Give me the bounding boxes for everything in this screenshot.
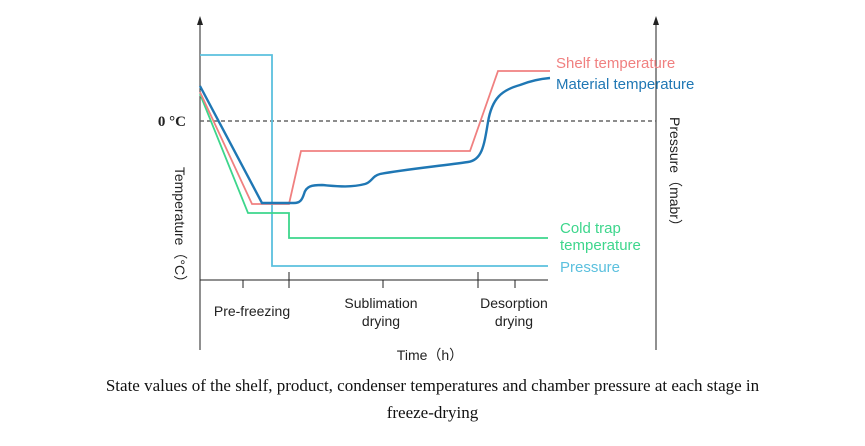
material-temperature-line — [198, 76, 551, 205]
series-label-material-temperature: Material temperature — [556, 76, 694, 93]
cold-trap-temperature-line — [199, 93, 548, 239]
series-label-shelf-temperature: Shelf temperature — [556, 55, 675, 72]
stage-label-pre-freezing: Pre-freezing — [214, 303, 290, 319]
series-label-cold-trap-temperature-1: Cold trap — [560, 220, 621, 237]
series-label-cold-trap-temperature-2: temperature — [560, 237, 641, 254]
y2-axis-label: Pressure（mabr） — [667, 117, 683, 233]
x-axis-label: Time（h） — [397, 347, 463, 363]
stage-label-desorption-1: Desorption — [480, 295, 548, 311]
caption-line-2: freeze-drying — [386, 403, 479, 422]
stage-label-sublimation-2: drying — [362, 313, 400, 329]
caption-line-1: State values of the shelf, product, cond… — [105, 376, 760, 395]
left-axis-arrow — [197, 16, 203, 25]
stage-label-desorption-2: drying — [495, 313, 533, 329]
shelf-temperature-line — [199, 70, 550, 205]
zero-degree-label: 0 °C — [158, 114, 186, 130]
freeze-drying-chart: 0 °C Shelf temperature Material temperat… — [158, 16, 694, 363]
figure-caption: State values of the shelf, product, cond… — [0, 372, 865, 426]
stage-label-sublimation-1: Sublimation — [344, 295, 417, 311]
series-label-pressure: Pressure — [560, 259, 620, 276]
right-axis-arrow — [653, 16, 659, 25]
y-axis-label: Temperature（°C） — [172, 167, 188, 289]
pressure-line — [200, 54, 548, 267]
